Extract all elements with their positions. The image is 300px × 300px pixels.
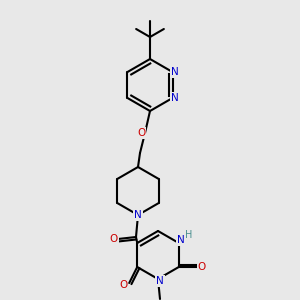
Text: O: O (137, 128, 145, 138)
Text: O: O (110, 234, 118, 244)
Text: N: N (156, 276, 164, 286)
Text: O: O (198, 262, 206, 272)
Text: N: N (134, 210, 142, 220)
Text: N: N (177, 235, 185, 245)
Text: O: O (119, 280, 127, 290)
Text: N: N (171, 67, 178, 77)
Text: H: H (185, 230, 193, 240)
Text: N: N (171, 93, 178, 103)
